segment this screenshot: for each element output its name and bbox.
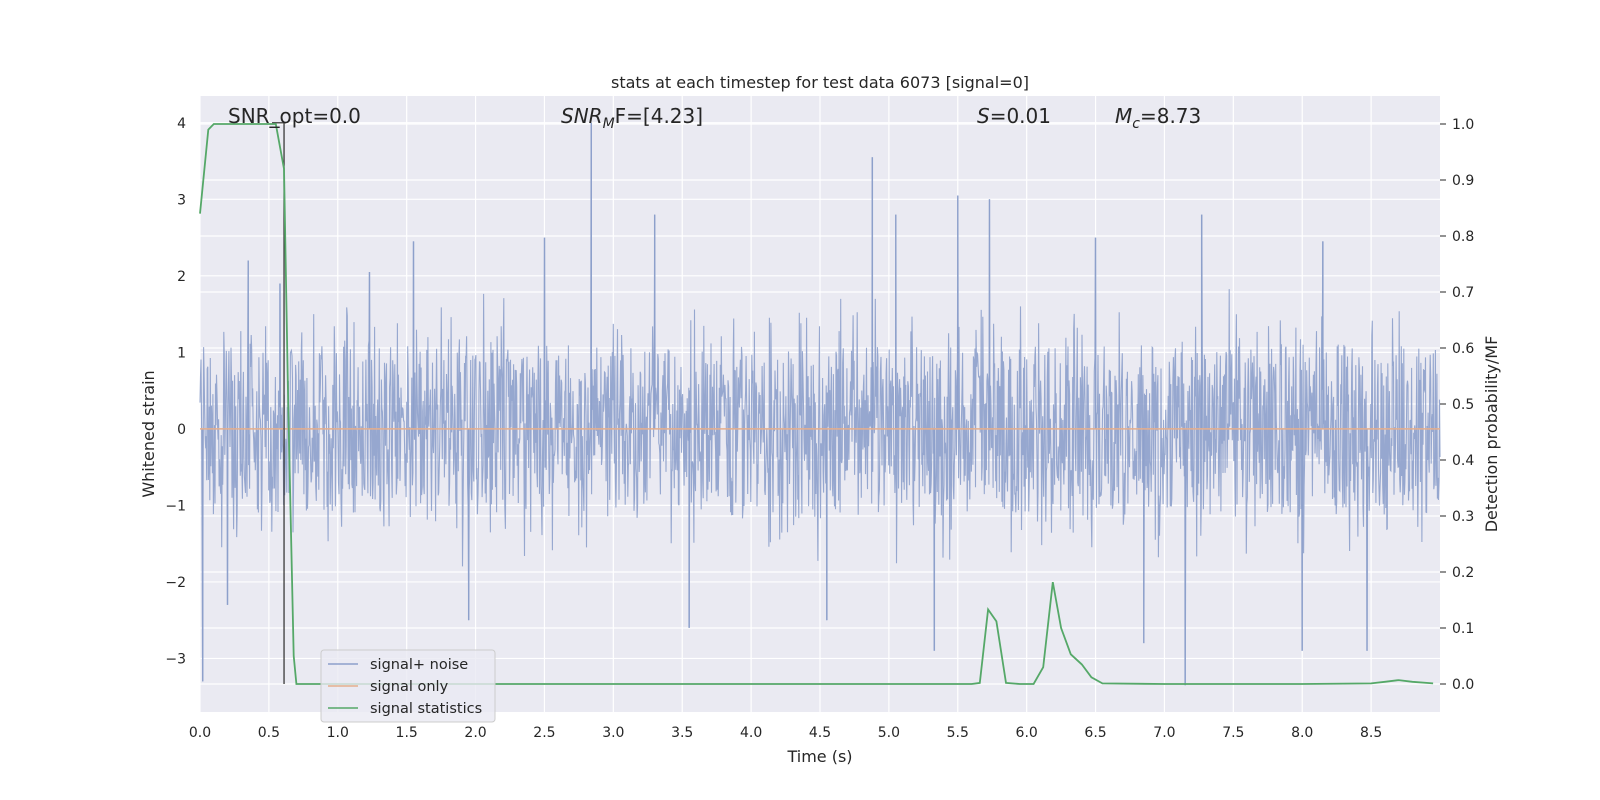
annotation-s-label: S xyxy=(977,104,990,128)
y-tick-label-right: 0.1 xyxy=(1452,621,1474,637)
y-tick-label-right: 0.9 xyxy=(1452,173,1474,189)
y-tick-label-right: 0.0 xyxy=(1452,677,1474,693)
x-tick-label: 8.5 xyxy=(1360,725,1382,741)
y-tick-label-right: 1.0 xyxy=(1452,117,1474,133)
y-tick-label-left: 1 xyxy=(177,345,186,361)
chart-title: stats at each timestep for test data 607… xyxy=(611,73,1029,92)
tick-labels: 0.0 0.5 1.0 1.5 2.0 2.5 3.0 3.5 4.0 4.5 5.0 5.5 6.0 6… xyxy=(165,116,1474,741)
y-tick-label-right: 0.2 xyxy=(1452,565,1474,581)
annotation-mc-sub: c xyxy=(1132,116,1140,132)
annotation-snr-mf-sub: M xyxy=(603,116,615,132)
x-tick-label: 5.5 xyxy=(947,725,969,741)
x-tick-label: 0.0 xyxy=(189,725,211,741)
legend-label-signal-only: signal only xyxy=(370,679,449,695)
y-tick-label-left: −1 xyxy=(165,498,186,514)
annotation-snr-mf: SNRMF=[4.23] xyxy=(561,104,703,132)
annotation-snr-mf-value: F=[4.23] xyxy=(615,104,703,128)
series-layer xyxy=(199,122,1440,685)
y-tick-label-right: 0.7 xyxy=(1452,285,1474,301)
x-tick-label: 0.5 xyxy=(258,725,280,741)
legend-label-signal-noise: signal+ noise xyxy=(370,657,468,673)
x-tick-label: 2.5 xyxy=(533,725,555,741)
y-tick-label-left: 2 xyxy=(177,269,186,285)
annotation-s-value: =0.01 xyxy=(990,104,1051,128)
x-tick-label: 2.0 xyxy=(464,725,486,741)
x-tick-label: 7.5 xyxy=(1222,725,1244,741)
x-tick-label: 4.0 xyxy=(740,725,762,741)
legend-box xyxy=(320,649,496,723)
x-tick-label: 4.5 xyxy=(809,725,831,741)
x-tick-label: 1.5 xyxy=(396,725,418,741)
x-tick-label: 3.0 xyxy=(602,725,624,741)
y-tick-label-left: 3 xyxy=(177,192,186,208)
y-tick-label-right: 0.8 xyxy=(1452,229,1474,245)
annotation-mc-value: =8.73 xyxy=(1140,104,1201,128)
x-tick-label: 6.5 xyxy=(1084,725,1106,741)
x-tick-label: 8.0 xyxy=(1291,725,1313,741)
y-axis-label-left: Whitened strain xyxy=(139,370,158,497)
noise-series xyxy=(199,122,1441,686)
y-tick-label-left: −2 xyxy=(165,575,186,591)
y-tick-label-right: 0.3 xyxy=(1452,509,1474,525)
y-tick-label-right: 0.5 xyxy=(1452,397,1474,413)
x-axis-label: Time (s) xyxy=(786,747,852,766)
annotation-snr-opt: SNR_opt=0.0 xyxy=(228,104,361,128)
x-tick-label: 5.0 xyxy=(878,725,900,741)
series-signal-noise xyxy=(199,122,1441,686)
annotation-s: S=0.01 xyxy=(977,104,1051,128)
y-tick-label-left: 4 xyxy=(177,116,186,132)
annotation-snr-mf-label: SNR xyxy=(561,104,603,128)
legend: signal+ noise signal only signal statist… xyxy=(320,649,496,723)
x-tick-label: 3.5 xyxy=(671,725,693,741)
legend-label-signal-statistics: signal statistics xyxy=(370,701,482,717)
series-signal-statistics xyxy=(199,123,1434,685)
x-tick-label: 7.0 xyxy=(1153,725,1175,741)
y-axis-label-right: Detection probability/MF xyxy=(1482,336,1501,533)
x-tick-label: 1.0 xyxy=(327,725,349,741)
x-tick-label: 6.0 xyxy=(1016,725,1038,741)
annotation-mc-label: M xyxy=(1115,104,1132,128)
y-tick-label-left: −3 xyxy=(165,651,186,667)
annotation-mc: Mc=8.73 xyxy=(1115,104,1201,132)
y-tick-label-right: 0.4 xyxy=(1452,453,1474,469)
y-tick-label-left: 0 xyxy=(177,422,186,438)
y-tick-label-right: 0.6 xyxy=(1452,341,1474,357)
